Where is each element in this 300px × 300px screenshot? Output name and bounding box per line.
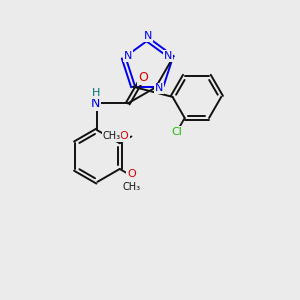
Text: N: N: [164, 51, 172, 61]
Text: O: O: [138, 71, 148, 84]
Text: O: O: [127, 169, 136, 179]
Text: CH₃: CH₃: [122, 182, 140, 192]
Text: N: N: [144, 31, 152, 41]
Text: CH₃: CH₃: [103, 131, 121, 141]
Text: O: O: [120, 131, 129, 141]
Text: Cl: Cl: [171, 127, 182, 137]
Text: H: H: [92, 88, 100, 98]
Text: N: N: [91, 97, 100, 110]
Text: N: N: [155, 83, 163, 94]
Text: N: N: [124, 51, 132, 61]
